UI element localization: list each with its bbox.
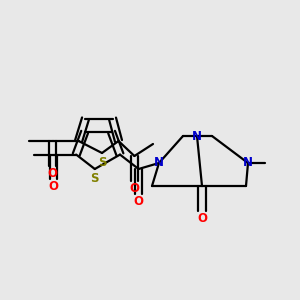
Text: O: O bbox=[129, 182, 140, 195]
Text: O: O bbox=[197, 212, 207, 225]
Text: N: N bbox=[192, 130, 202, 142]
Text: O: O bbox=[49, 180, 59, 193]
Text: O: O bbox=[47, 167, 58, 180]
Text: O: O bbox=[134, 195, 144, 208]
Text: N: N bbox=[154, 157, 164, 169]
Text: S: S bbox=[91, 172, 99, 184]
Text: N: N bbox=[243, 157, 253, 169]
Text: S: S bbox=[98, 155, 106, 169]
